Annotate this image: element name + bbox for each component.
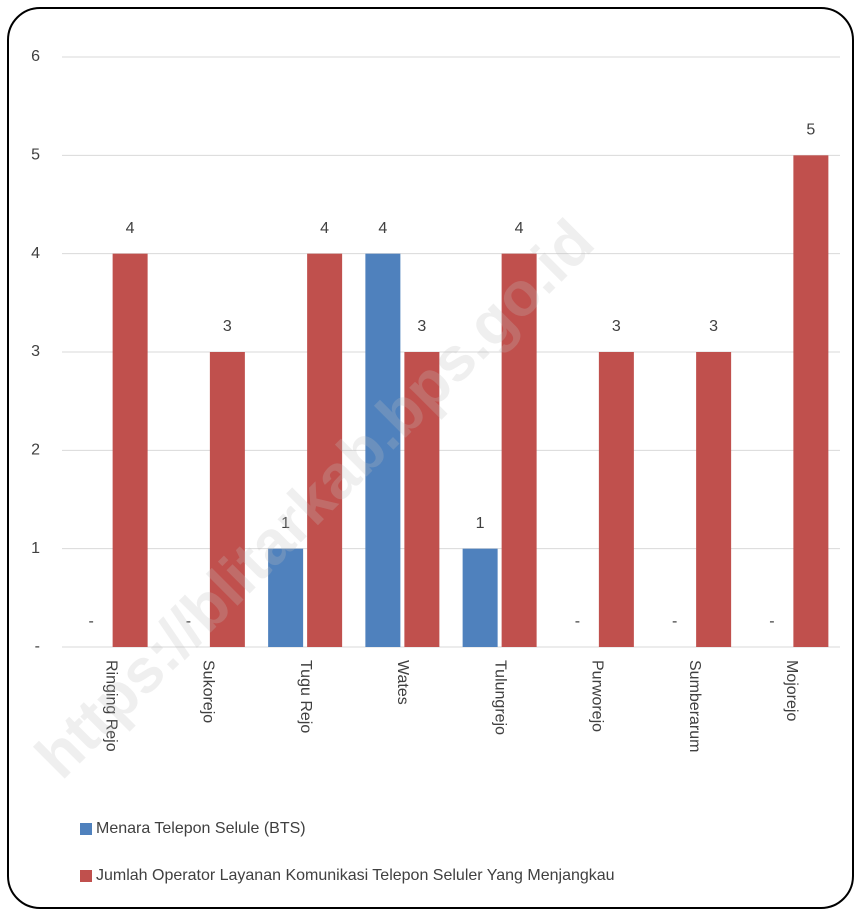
y-tick-label: 2 bbox=[31, 442, 40, 459]
x-tick-label: Tugu Rejo bbox=[297, 660, 314, 733]
data-label: 4 bbox=[515, 220, 524, 237]
data-label: 4 bbox=[320, 220, 329, 237]
bar bbox=[598, 352, 634, 647]
x-tick-label: Tulungrejo bbox=[491, 660, 508, 735]
x-tick-label: Wates bbox=[394, 660, 411, 705]
legend-label: Jumlah Operator Layanan Komunikasi Telep… bbox=[96, 867, 615, 884]
bar bbox=[112, 253, 148, 647]
data-label: 1 bbox=[281, 515, 290, 532]
data-label: 4 bbox=[378, 220, 387, 237]
data-label: 1 bbox=[476, 515, 485, 532]
y-tick-label: 5 bbox=[31, 147, 40, 164]
y-tick-label: 3 bbox=[31, 343, 40, 360]
data-label: 4 bbox=[126, 220, 135, 237]
x-tick-label: Purworejo bbox=[589, 660, 606, 732]
x-tick-label: Sukorejo bbox=[200, 660, 217, 723]
y-tick-label: 6 bbox=[31, 48, 40, 65]
bar bbox=[501, 253, 537, 647]
data-label: 3 bbox=[612, 318, 621, 335]
y-tick-label: 1 bbox=[31, 540, 40, 557]
legend-label: Menara Telepon Selule (BTS) bbox=[96, 820, 306, 837]
bar bbox=[793, 155, 829, 648]
data-label: - bbox=[769, 613, 774, 630]
data-label: - bbox=[88, 613, 93, 630]
bar bbox=[696, 352, 732, 647]
x-tick-label: Sumberarum bbox=[686, 660, 703, 752]
bar bbox=[209, 352, 245, 647]
x-tick-label: Ringing Rejo bbox=[102, 660, 119, 752]
x-tick-label: Mojorejo bbox=[783, 660, 800, 721]
data-label: 5 bbox=[806, 122, 815, 139]
bar bbox=[462, 548, 498, 647]
data-label: - bbox=[186, 613, 191, 630]
bar bbox=[307, 253, 343, 647]
y-tick-label: - bbox=[35, 638, 40, 655]
bar bbox=[404, 352, 440, 647]
data-label: - bbox=[575, 613, 580, 630]
y-tick-label: 4 bbox=[31, 245, 40, 262]
bar bbox=[365, 253, 401, 647]
data-label: 3 bbox=[223, 318, 232, 335]
legend-swatch bbox=[80, 870, 92, 882]
legend-swatch bbox=[80, 823, 92, 835]
data-label: 3 bbox=[709, 318, 718, 335]
bar bbox=[268, 548, 304, 647]
data-label: 3 bbox=[417, 318, 426, 335]
data-label: - bbox=[672, 613, 677, 630]
